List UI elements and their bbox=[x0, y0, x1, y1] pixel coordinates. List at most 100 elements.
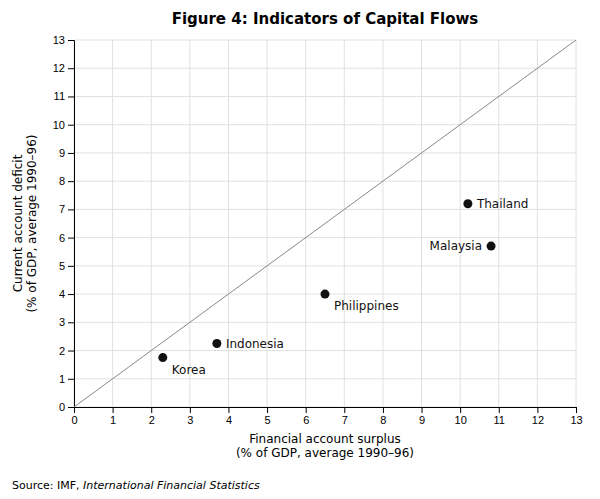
grid-line-y bbox=[74, 322, 576, 323]
tick-label: 2 bbox=[149, 414, 155, 426]
tick-mark bbox=[228, 407, 229, 413]
tick-mark bbox=[68, 322, 74, 323]
point-label: Korea bbox=[172, 363, 206, 377]
tick: 12 bbox=[532, 407, 544, 426]
tick-label: 5 bbox=[59, 260, 65, 272]
tick-mark bbox=[68, 153, 74, 154]
tick-mark bbox=[576, 407, 577, 413]
chart: 012345678910111213012345678910111213Thai… bbox=[0, 0, 600, 499]
grid-line-y bbox=[74, 265, 576, 266]
tick-label: 12 bbox=[53, 62, 65, 74]
tick-label: 1 bbox=[110, 414, 116, 426]
tick: 10 bbox=[455, 407, 467, 426]
grid-line-x bbox=[460, 40, 461, 407]
tick-mark bbox=[113, 407, 114, 413]
x-axis-title-line: (% of GDP, average 1990–96) bbox=[236, 446, 414, 460]
point bbox=[487, 242, 496, 251]
y-axis: 012345678910111213 bbox=[53, 34, 75, 413]
point-label: Indonesia bbox=[226, 337, 284, 351]
tick: 8 bbox=[380, 407, 386, 426]
tick: 8 bbox=[59, 175, 74, 187]
tick-label: 10 bbox=[455, 414, 467, 426]
x-axis-title: Financial account surplus(% of GDP, aver… bbox=[236, 432, 414, 460]
tick-mark bbox=[383, 407, 384, 413]
tick-mark bbox=[151, 407, 152, 413]
y-axis-title-line: Current account deficit bbox=[11, 154, 25, 292]
tick: 3 bbox=[187, 407, 193, 426]
grid-line-y bbox=[74, 40, 576, 41]
tick-label: 0 bbox=[59, 401, 65, 413]
point bbox=[158, 353, 167, 362]
point bbox=[212, 339, 221, 348]
grid-line-y bbox=[74, 181, 576, 182]
grid-line-y bbox=[74, 68, 576, 69]
tick-mark bbox=[68, 407, 74, 408]
plot: 012345678910111213012345678910111213Thai… bbox=[53, 34, 583, 426]
grid-line-x bbox=[151, 40, 152, 407]
tick-mark bbox=[267, 407, 268, 413]
grid-line-x bbox=[382, 40, 383, 407]
tick: 0 bbox=[71, 407, 77, 426]
tick-mark bbox=[68, 294, 74, 295]
tick: 11 bbox=[54, 90, 74, 102]
grid-line-x bbox=[112, 40, 113, 407]
grid-line-y bbox=[74, 152, 576, 153]
tick: 1 bbox=[110, 407, 116, 426]
tick-label: 8 bbox=[59, 175, 65, 187]
grid-line-x bbox=[537, 40, 538, 407]
tick-label: 10 bbox=[53, 119, 65, 131]
grid-line-x bbox=[189, 40, 190, 407]
tick: 5 bbox=[265, 407, 271, 426]
tick: 1 bbox=[59, 373, 74, 385]
tick: 6 bbox=[59, 232, 74, 244]
tick: 7 bbox=[342, 407, 348, 426]
tick-mark bbox=[68, 68, 74, 69]
tick-label: 0 bbox=[71, 414, 77, 426]
tick-mark bbox=[190, 407, 191, 413]
tick: 13 bbox=[570, 407, 582, 426]
source-part: Source: IMF, bbox=[12, 479, 83, 492]
marks bbox=[74, 40, 576, 407]
point-labels: ThailandMalaysiaPhilippinesIndonesiaKore… bbox=[172, 197, 529, 377]
tick: 10 bbox=[53, 119, 74, 131]
grid-line-y bbox=[74, 96, 576, 97]
tick-label: 3 bbox=[59, 316, 65, 328]
tick: 9 bbox=[59, 147, 74, 159]
tick-mark bbox=[68, 266, 74, 267]
title: Figure 4: Indicators of Capital Flows bbox=[172, 10, 479, 28]
grid-line-y bbox=[74, 350, 576, 351]
tick: 2 bbox=[59, 345, 74, 357]
tick: 7 bbox=[59, 203, 74, 215]
tick-mark bbox=[68, 40, 74, 41]
tick-label: 13 bbox=[570, 414, 582, 426]
tick: 11 bbox=[494, 407, 505, 426]
tick-mark bbox=[460, 407, 461, 413]
tick-mark bbox=[68, 351, 74, 352]
tick-label: 1 bbox=[59, 373, 65, 385]
grid-line-x bbox=[421, 40, 422, 407]
point-label: Malaysia bbox=[430, 239, 482, 253]
tick-mark bbox=[68, 125, 74, 126]
tick-label: 4 bbox=[59, 288, 65, 300]
point bbox=[463, 199, 472, 208]
tick-mark bbox=[68, 379, 74, 380]
tick: 2 bbox=[149, 407, 155, 426]
tick-label: 6 bbox=[59, 232, 65, 244]
point-label: Philippines bbox=[334, 299, 399, 313]
tick-mark bbox=[68, 209, 74, 210]
tick-label: 11 bbox=[54, 90, 65, 102]
grid-line-x bbox=[228, 40, 229, 407]
point bbox=[321, 290, 330, 299]
tick-mark bbox=[68, 181, 74, 182]
tick: 4 bbox=[59, 288, 74, 300]
grid-line-x bbox=[267, 40, 268, 407]
tick-mark bbox=[306, 407, 307, 413]
tick-label: 8 bbox=[380, 414, 386, 426]
grid-line-x bbox=[576, 40, 577, 407]
source-part: International Financial Statistics bbox=[83, 479, 260, 492]
tick: 3 bbox=[59, 316, 74, 328]
grid-line-y bbox=[74, 237, 576, 238]
tick-mark bbox=[344, 407, 345, 413]
tick-label: 9 bbox=[419, 414, 425, 426]
tick: 5 bbox=[59, 260, 74, 272]
